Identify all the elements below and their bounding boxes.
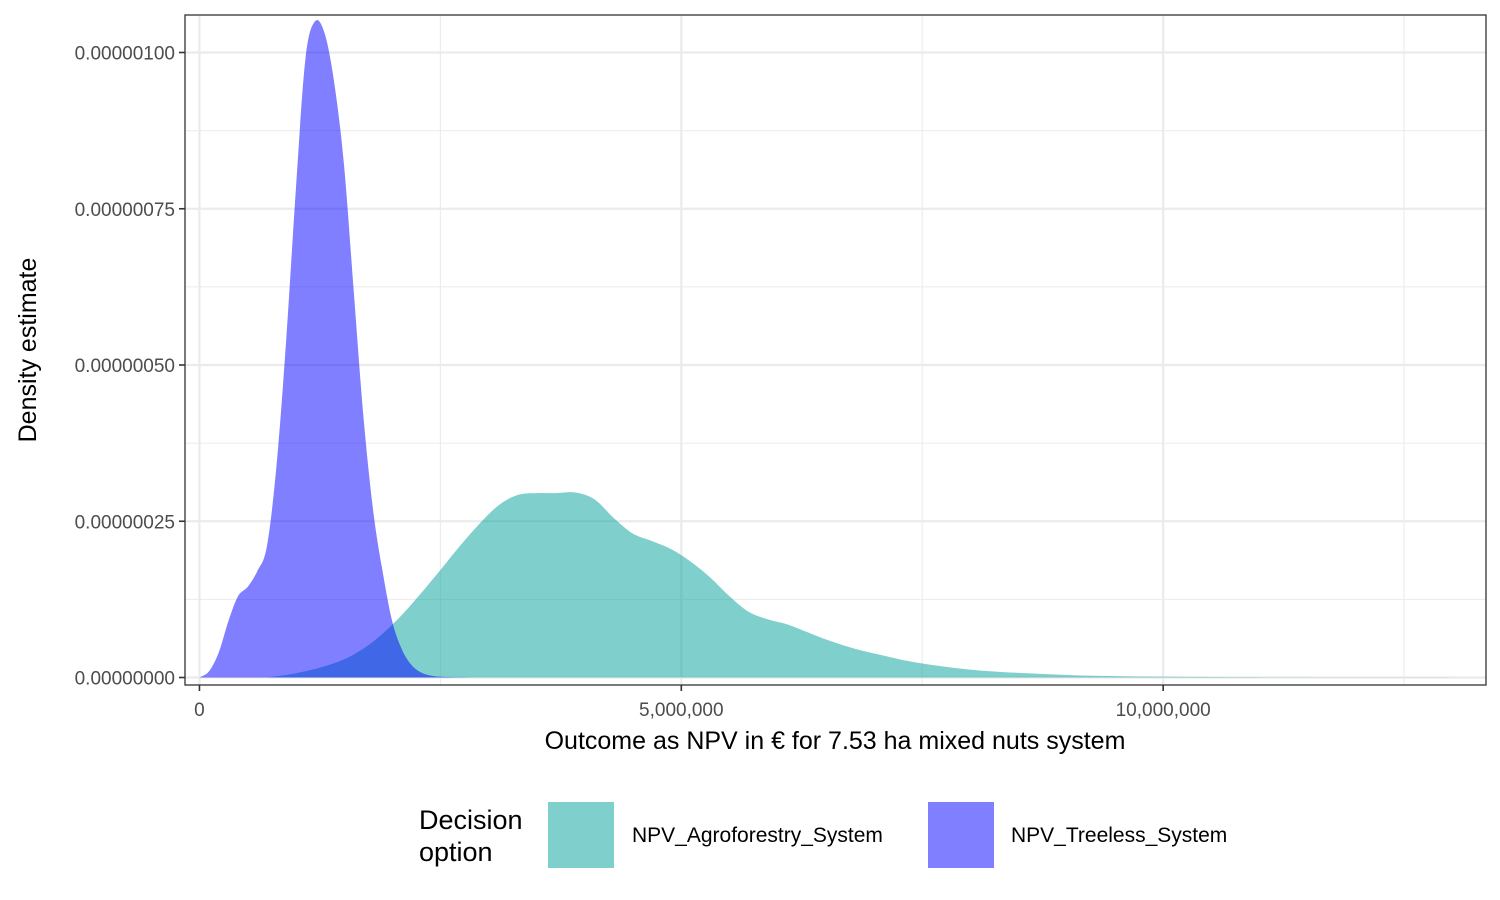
density-area-npv-agroforestry-system [266, 492, 1453, 678]
legend: Decision option NPV_Agroforestry_System … [419, 802, 1227, 868]
legend-label-treeless: NPV_Treeless_System [1011, 824, 1227, 847]
x-tick-label: 5,000,000 [639, 700, 724, 721]
plot-panel-border [184, 14, 1487, 686]
y-tick-label: 0.00000075 [75, 200, 175, 221]
x-axis-title: Outcome as NPV in € for 7.53 ha mixed nu… [545, 727, 1126, 755]
legend-key-treeless [928, 802, 994, 868]
density-areas [199, 19, 1453, 678]
y-axis-title: Density estimate [14, 258, 42, 443]
plot-panel-background [185, 15, 1486, 685]
density-area-npv-treeless-system [199, 19, 489, 678]
grid-lines [185, 15, 1486, 685]
legend-title-line-1: Decision [419, 805, 523, 835]
y-tick-label: 0.00000000 [75, 669, 175, 690]
y-tick-label: 0.00000100 [75, 44, 175, 65]
y-tick-label: 0.00000050 [75, 356, 175, 377]
x-tick-label: 10,000,000 [1116, 700, 1211, 721]
x-tick-label: 0 [194, 700, 205, 721]
legend-title-line-2: option [419, 837, 493, 867]
y-tick-label: 0.00000025 [75, 512, 175, 533]
legend-key-agroforestry [548, 802, 614, 868]
legend-label-agroforestry: NPV_Agroforestry_System [632, 824, 883, 847]
axes: 0 5,000,000 10,000,000 0.00000000 0.00000025… [75, 44, 1211, 722]
